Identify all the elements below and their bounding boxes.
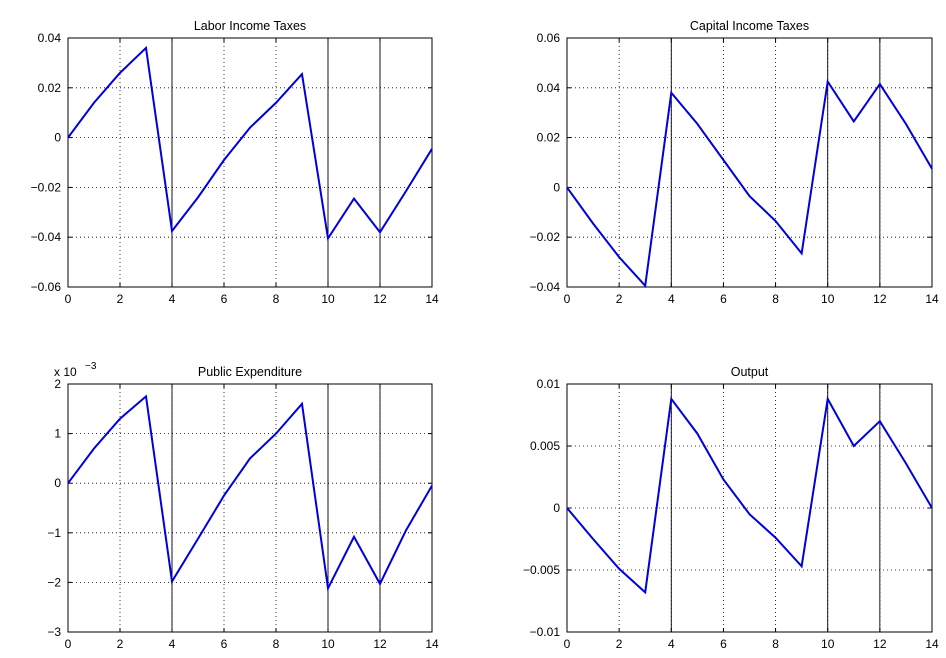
- x-tick-label: 6: [221, 292, 228, 306]
- subplot-1: −0.06 −0.04 −0.02 0 0.02 0.04 0 2 4 6 8 10 12 14 Labor…: [31, 19, 439, 306]
- y-tick-label: 0.005: [530, 439, 560, 453]
- x-tick-label: 0: [564, 292, 571, 306]
- y-tick-label: −0.02: [31, 180, 62, 194]
- x-tick-label: 0: [65, 637, 72, 651]
- x-tick-label: 4: [668, 637, 675, 651]
- y-tick-label: 0.04: [38, 31, 62, 45]
- y-tick-label: −2: [47, 575, 61, 589]
- x-tick-label: 2: [616, 637, 623, 651]
- x-tick-label: 4: [668, 292, 675, 306]
- x-tick-label: 10: [321, 637, 335, 651]
- subplot-title: Labor Income Taxes: [194, 19, 306, 33]
- series-line-1: [67, 45, 433, 242]
- subplot-title: Public Expenditure: [198, 365, 302, 379]
- x-tick-label: 14: [425, 292, 439, 306]
- subplot-title: Capital Income Taxes: [690, 19, 809, 33]
- x-tick-label: 8: [772, 637, 779, 651]
- x-tick-label: 2: [117, 292, 124, 306]
- axes-box: [566, 383, 933, 633]
- series-line-1: [67, 394, 433, 592]
- y-tick-label: −0.06: [31, 280, 62, 294]
- x-tick-label: 14: [925, 292, 939, 306]
- x-tick-label: 10: [321, 292, 335, 306]
- x-tick-label: 12: [873, 292, 887, 306]
- y-tick-label: 1: [54, 427, 61, 441]
- x-tick-label: 0: [564, 637, 571, 651]
- x-tick-label: 0: [65, 292, 72, 306]
- axes-box: [67, 37, 433, 288]
- y-exponent-label: x 10: [54, 365, 77, 379]
- x-tick-label: 4: [169, 292, 176, 306]
- x-tick-label: 6: [720, 292, 727, 306]
- y-tick-label: 0.04: [537, 81, 561, 95]
- x-tick-label: 6: [720, 637, 727, 651]
- x-tick-label: 10: [821, 637, 835, 651]
- x-tick-label: 10: [821, 292, 835, 306]
- x-tick-label: 14: [925, 637, 939, 651]
- x-tick-label: 4: [169, 637, 176, 651]
- subplot-title: Output: [731, 365, 769, 379]
- y-tick-label: −3: [47, 625, 61, 639]
- x-tick-label: 12: [873, 637, 887, 651]
- x-tick-label: 14: [425, 637, 439, 651]
- x-tick-label: 2: [616, 292, 623, 306]
- x-tick-label: 2: [117, 637, 124, 651]
- y-tick-label: −1: [47, 526, 61, 540]
- y-tick-label: 0: [54, 131, 61, 145]
- y-tick-label: 0.02: [38, 81, 62, 95]
- y-tick-label: 0.01: [537, 377, 561, 391]
- axes-box: [67, 383, 433, 633]
- y-tick-label: 0.06: [537, 31, 561, 45]
- subplot-4: −0.01 −0.005 0 0.005 0.01 0 2 4 6 8 10 12 14 Output: [523, 365, 939, 651]
- y-tick-label: 0: [553, 501, 560, 515]
- y-tick-label: −0.005: [523, 563, 560, 577]
- y-tick-label: 0.02: [537, 131, 561, 145]
- x-tick-label: 12: [373, 292, 387, 306]
- series-line-1: [566, 78, 933, 289]
- y-tick-label: −0.01: [530, 625, 561, 639]
- x-tick-label: 6: [221, 637, 228, 651]
- x-tick-label: 8: [273, 292, 280, 306]
- y-tick-label: −0.02: [530, 230, 561, 244]
- axes-box: [566, 37, 933, 288]
- y-tick-label: −0.04: [530, 280, 561, 294]
- x-tick-label: 12: [373, 637, 387, 651]
- series-line-1: [566, 395, 933, 595]
- y-tick-label: −0.04: [31, 230, 62, 244]
- x-tick-label: 8: [273, 637, 280, 651]
- y-exponent-power: −3: [85, 361, 97, 372]
- subplot-2: −0.04 −0.02 0 0.02 0.04 0.06 0 2 4 6 8 10 12 14 Capita…: [530, 19, 939, 306]
- y-tick-label: 0: [553, 180, 560, 194]
- y-tick-label: 0: [54, 476, 61, 490]
- x-tick-label: 8: [772, 292, 779, 306]
- y-tick-label: 2: [54, 377, 61, 391]
